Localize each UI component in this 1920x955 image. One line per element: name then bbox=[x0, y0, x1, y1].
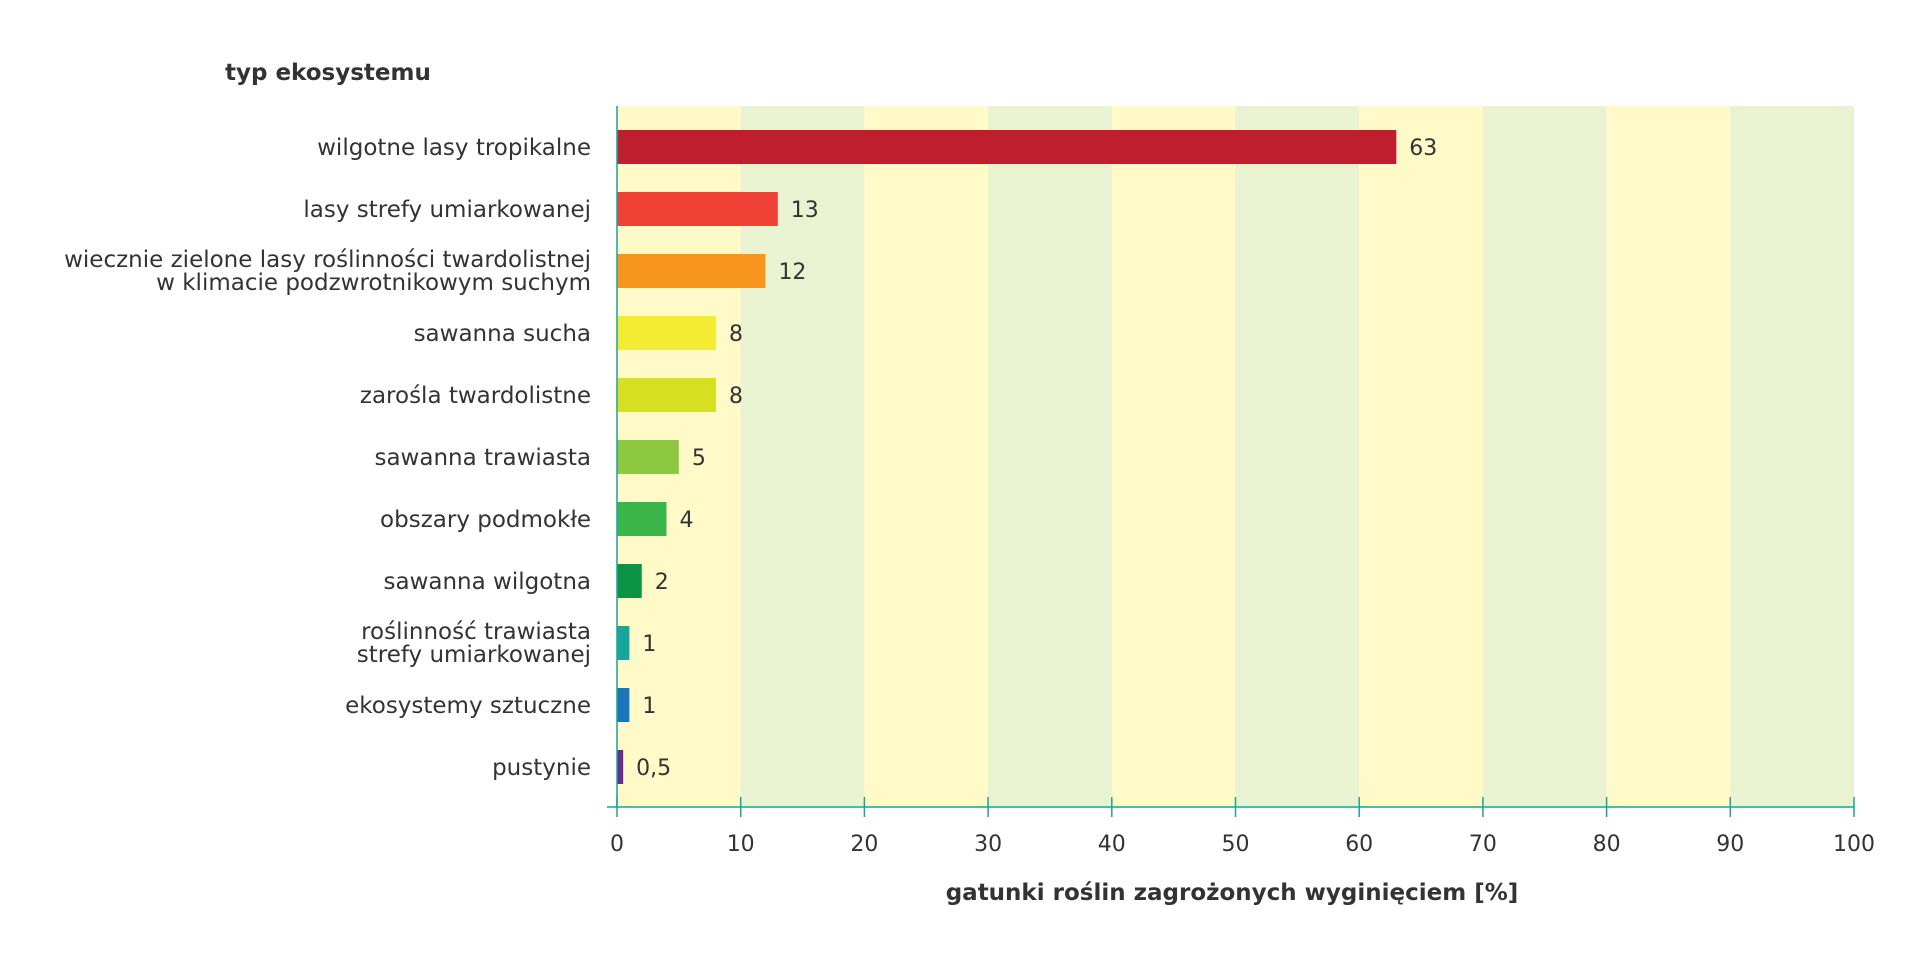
bar-8 bbox=[617, 626, 630, 660]
band-2 bbox=[864, 106, 989, 807]
band-6 bbox=[1359, 106, 1483, 807]
category-label-6: obszary podmokłe bbox=[380, 507, 591, 533]
x-tick-label-8: 80 bbox=[1593, 832, 1621, 857]
value-label-2: 12 bbox=[778, 260, 806, 285]
bar-2 bbox=[617, 254, 766, 288]
category-label-line: strefy umiarkowanej bbox=[357, 642, 591, 668]
bar-9 bbox=[617, 688, 630, 722]
value-labels: 63 13 12 8 8 5 4 2 1 1 0,5 bbox=[636, 136, 1437, 781]
value-label-9: 1 bbox=[642, 694, 656, 719]
value-label-5: 5 bbox=[692, 446, 706, 471]
band-8 bbox=[1606, 106, 1731, 807]
x-tick-label-5: 50 bbox=[1222, 832, 1250, 857]
bar-6 bbox=[617, 502, 667, 536]
value-label-7: 2 bbox=[655, 570, 669, 595]
value-label-4: 8 bbox=[729, 384, 743, 409]
category-label-3: sawanna sucha bbox=[414, 321, 591, 347]
band-3 bbox=[988, 106, 1112, 807]
bar-5 bbox=[617, 440, 679, 474]
category-label-4: zarośla twardolistne bbox=[360, 383, 591, 409]
x-tick-label-3: 30 bbox=[974, 832, 1002, 857]
band-5 bbox=[1235, 106, 1360, 807]
band-7 bbox=[1482, 106, 1607, 807]
x-tick-label-6: 60 bbox=[1345, 832, 1373, 857]
category-label-7: sawanna wilgotna bbox=[384, 569, 592, 595]
category-label-10: pustynie bbox=[492, 755, 591, 781]
category-label-8: roślinność trawiasta strefy umiarkowanej bbox=[357, 619, 591, 668]
bar-0 bbox=[617, 130, 1397, 164]
category-label-line: wiecznie zielone lasy roślinności twardo… bbox=[64, 247, 591, 273]
value-label-6: 4 bbox=[679, 508, 693, 533]
category-label-1: lasy strefy umiarkowanej bbox=[303, 197, 591, 223]
value-label-0: 63 bbox=[1409, 136, 1437, 161]
category-label-0: wilgotne lasy tropikalne bbox=[317, 135, 591, 161]
x-tick-label-0: 0 bbox=[610, 832, 624, 857]
category-label-2: wiecznie zielone lasy roślinności twardo… bbox=[64, 247, 591, 296]
value-label-8: 1 bbox=[642, 632, 656, 657]
category-label-line: roślinność trawiasta bbox=[361, 619, 591, 645]
value-label-3: 8 bbox=[729, 322, 743, 347]
bar-4 bbox=[617, 378, 716, 412]
x-tick-label-9: 90 bbox=[1716, 832, 1744, 857]
x-axis: 0 10 20 30 40 50 60 70 80 90 100 bbox=[607, 106, 1875, 857]
category-label-5: sawanna trawiasta bbox=[374, 445, 591, 471]
y-axis-title: typ ekosystemu bbox=[225, 60, 431, 86]
bar-1 bbox=[617, 192, 778, 226]
category-labels: wilgotne lasy tropikalne lasy strefy umia… bbox=[64, 135, 591, 781]
x-tick-label-7: 70 bbox=[1469, 832, 1497, 857]
bar-10 bbox=[617, 750, 624, 784]
x-tick-label-10: 100 bbox=[1833, 832, 1875, 857]
bar-7 bbox=[617, 564, 642, 598]
category-label-line: w klimacie podzwrotnikowym suchym bbox=[156, 270, 591, 296]
bar-3 bbox=[617, 316, 716, 350]
x-tick-label-2: 20 bbox=[850, 832, 878, 857]
value-label-10: 0,5 bbox=[636, 756, 671, 781]
band-9 bbox=[1730, 106, 1854, 807]
bars bbox=[617, 130, 1397, 784]
x-axis-title: gatunki roślin zagrożonych wyginięciem [… bbox=[946, 880, 1519, 906]
x-tick-label-4: 40 bbox=[1098, 832, 1126, 857]
background-bands bbox=[617, 106, 1854, 807]
category-label-9: ekosystemy sztuczne bbox=[345, 693, 591, 719]
x-tick-label-1: 10 bbox=[727, 832, 755, 857]
band-4 bbox=[1111, 106, 1236, 807]
value-label-1: 13 bbox=[791, 198, 819, 223]
